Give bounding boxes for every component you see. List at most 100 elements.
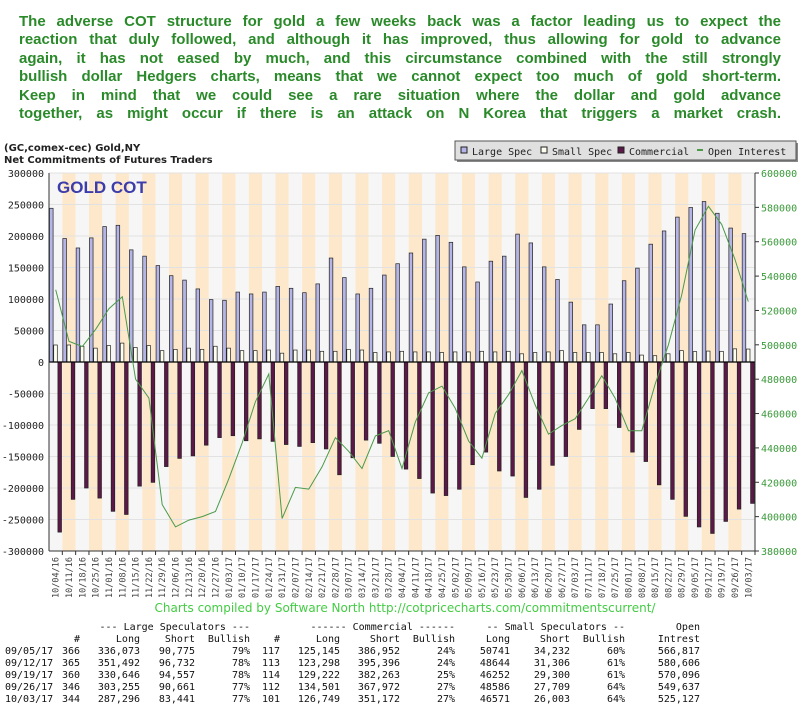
table-cell: 60% <box>607 646 625 657</box>
x-tick-label: 07/25/17 <box>611 557 621 598</box>
commercial-bar <box>630 361 635 453</box>
y-tick-label: 50000 <box>14 327 44 338</box>
y2-tick-label: 520000 <box>761 306 797 317</box>
table-cell: 78% <box>232 670 250 681</box>
table-cell: 25% <box>437 670 455 681</box>
commercial-bar <box>656 361 662 486</box>
small-spec-bar <box>746 348 751 363</box>
y2-tick-label: 560000 <box>761 238 797 249</box>
large-spec-bar <box>408 252 414 363</box>
x-tick-label: 11/22/16 <box>145 557 155 598</box>
y2-tick-label: 600000 <box>761 169 797 180</box>
commentary-line: together, as might occur if there is an … <box>19 105 781 123</box>
large-spec-bar <box>62 238 67 363</box>
x-tick-label: 10/18/16 <box>78 557 88 598</box>
large-spec-bar <box>222 299 227 363</box>
small-spec-bar <box>439 352 444 363</box>
table-cell: 24% <box>437 646 455 657</box>
x-tick-label: 04/18/17 <box>425 557 435 598</box>
small-spec-bar <box>519 353 524 363</box>
commercial-bar <box>510 361 515 477</box>
table-cell: 549,637 <box>658 682 700 693</box>
commercial-bar <box>670 361 675 500</box>
commercial-bar <box>590 361 595 409</box>
x-tick-label: 03/07/17 <box>345 557 355 598</box>
table-cell: 351,492 <box>98 658 140 669</box>
commercial-bar <box>710 361 715 534</box>
table-cell: 366 <box>62 646 80 657</box>
x-tick-label: 05/16/17 <box>478 557 488 598</box>
large-spec-bar <box>475 281 480 363</box>
x-tick-label: 12/06/16 <box>172 557 182 598</box>
small-spec-bar <box>359 349 365 363</box>
small-spec-bar <box>333 350 338 363</box>
small-spec-bar <box>199 349 205 363</box>
small-spec-bar <box>692 351 698 363</box>
x-tick-label: 03/21/17 <box>371 557 381 598</box>
table-cell: 382,263 <box>358 670 400 681</box>
small-spec-bar <box>399 350 404 363</box>
table-cell: 123,298 <box>298 658 340 669</box>
table-column-header: Short <box>370 634 400 645</box>
table-group-header: Open <box>676 622 700 633</box>
table-cell: 134,501 <box>298 682 340 693</box>
x-tick-label: 02/07/17 <box>291 557 301 598</box>
commercial-bar <box>537 361 542 490</box>
table-cell: 26,003 <box>534 694 570 705</box>
x-tick-label: 08/01/17 <box>624 557 634 598</box>
legend-small-spec: Small Spec <box>552 147 612 158</box>
y-tick-label: 100000 <box>8 295 44 306</box>
commercial-bar <box>417 361 422 479</box>
large-spec-bar <box>568 301 573 363</box>
large-spec-bar <box>542 266 547 363</box>
table-column-header: Short <box>540 634 570 645</box>
x-tick-label: 06/20/17 <box>545 557 555 598</box>
credit-text: Charts compiled by Software North http:/… <box>155 601 657 615</box>
large-spec-bar <box>635 267 640 363</box>
table-cell: 29,300 <box>534 670 570 681</box>
large-spec-bar <box>608 303 613 363</box>
x-tick-label: 01/17/17 <box>251 557 261 598</box>
large-spec-bar <box>595 324 600 363</box>
commercial-bar <box>110 361 116 512</box>
small-spec-bar <box>119 342 125 363</box>
x-tick-label: 11/15/16 <box>132 557 142 598</box>
small-spec-bar <box>719 350 724 363</box>
small-spec-bar <box>466 351 471 363</box>
gold-cot-label: GOLD COT <box>57 178 147 197</box>
commercial-bar <box>363 361 369 441</box>
table-cell: 112 <box>262 682 280 693</box>
large-spec-bar <box>155 265 161 363</box>
legend-box <box>454 140 797 161</box>
commercial-bar <box>164 361 169 467</box>
x-tick-label: 05/23/17 <box>491 557 501 598</box>
large-spec-bar <box>688 207 693 363</box>
commercial-bar <box>190 361 196 457</box>
x-tick-label: 12/27/16 <box>212 557 222 598</box>
small-spec-bar <box>532 352 538 363</box>
table-cell: 50741 <box>480 646 510 657</box>
x-tick-label: 10/11/16 <box>65 557 75 598</box>
large-spec-bar <box>581 324 587 363</box>
small-spec-bar <box>386 351 391 363</box>
y-tick-label: -250000 <box>2 516 44 527</box>
x-tick-label: 01/10/17 <box>238 557 248 598</box>
small-spec-bar <box>612 353 618 363</box>
large-spec-bar <box>288 287 294 363</box>
table-cell: 61% <box>607 670 625 681</box>
commercial-bar <box>377 361 382 444</box>
y-tick-label: 300000 <box>8 169 44 180</box>
commercial-bar <box>470 361 475 466</box>
commercial-bar <box>723 361 728 522</box>
commercial-bar <box>563 361 569 457</box>
small-spec-bar <box>652 355 658 363</box>
x-tick-label: 01/24/17 <box>265 557 275 598</box>
axes: 300000250000200000150000100000500000-500… <box>2 169 797 558</box>
commercial-bar <box>696 361 702 528</box>
table-column-header: Long <box>486 634 510 645</box>
y2-tick-label: 420000 <box>761 478 797 489</box>
x-tick-label: 12/13/16 <box>185 557 195 598</box>
small-spec-bar <box>679 350 684 363</box>
commercial-bar <box>57 361 62 533</box>
commercial-bar <box>217 361 222 438</box>
